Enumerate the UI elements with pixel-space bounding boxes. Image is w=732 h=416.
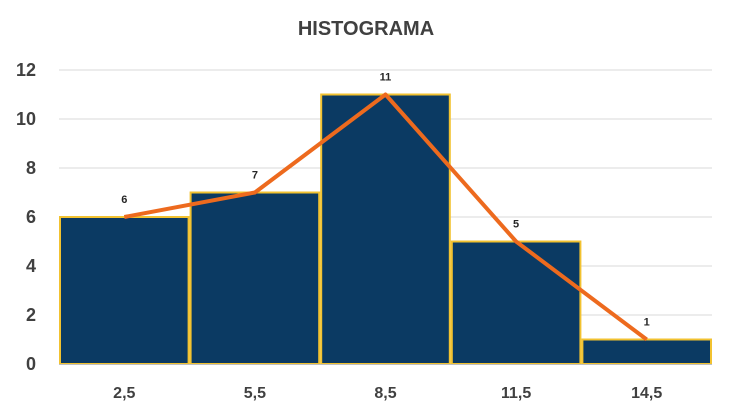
series-line [123, 92, 648, 342]
data-label: 1 [644, 317, 650, 329]
chart-title: HISTOGRAMA [297, 18, 435, 40]
bar [189, 191, 321, 365]
x-tick-label: 2,5 [113, 385, 135, 402]
bars [59, 93, 713, 365]
y-tick-label: 4 [26, 256, 36, 276]
frequency-polygon [123, 92, 648, 342]
bar [581, 338, 713, 365]
x-tick-label: 11,5 [501, 385, 531, 402]
bar [320, 93, 451, 365]
x-tick-label: 5,5 [244, 385, 266, 402]
y-tick-label: 8 [26, 158, 36, 178]
x-axis-ticks: 2,5 5,5 8,5 11,5 14,5 [113, 385, 662, 402]
data-labels: 6 7 11 5 1 [121, 72, 650, 329]
data-label: 5 [513, 219, 519, 231]
y-tick-label: 12 [16, 60, 36, 80]
y-axis-ticks: 0 2 4 6 8 10 12 [16, 60, 36, 374]
x-tick-label: 14,5 [631, 385, 662, 402]
y-tick-label: 2 [26, 305, 36, 325]
x-tick-label: 8,5 [374, 385, 396, 402]
y-tick-label: 10 [16, 109, 36, 129]
y-tick-label: 0 [26, 354, 36, 374]
y-tick-label: 6 [26, 207, 36, 227]
data-label: 7 [252, 170, 258, 182]
bar [59, 216, 190, 365]
data-label: 6 [121, 194, 127, 206]
data-label: 11 [380, 72, 392, 84]
bar [450, 240, 582, 365]
